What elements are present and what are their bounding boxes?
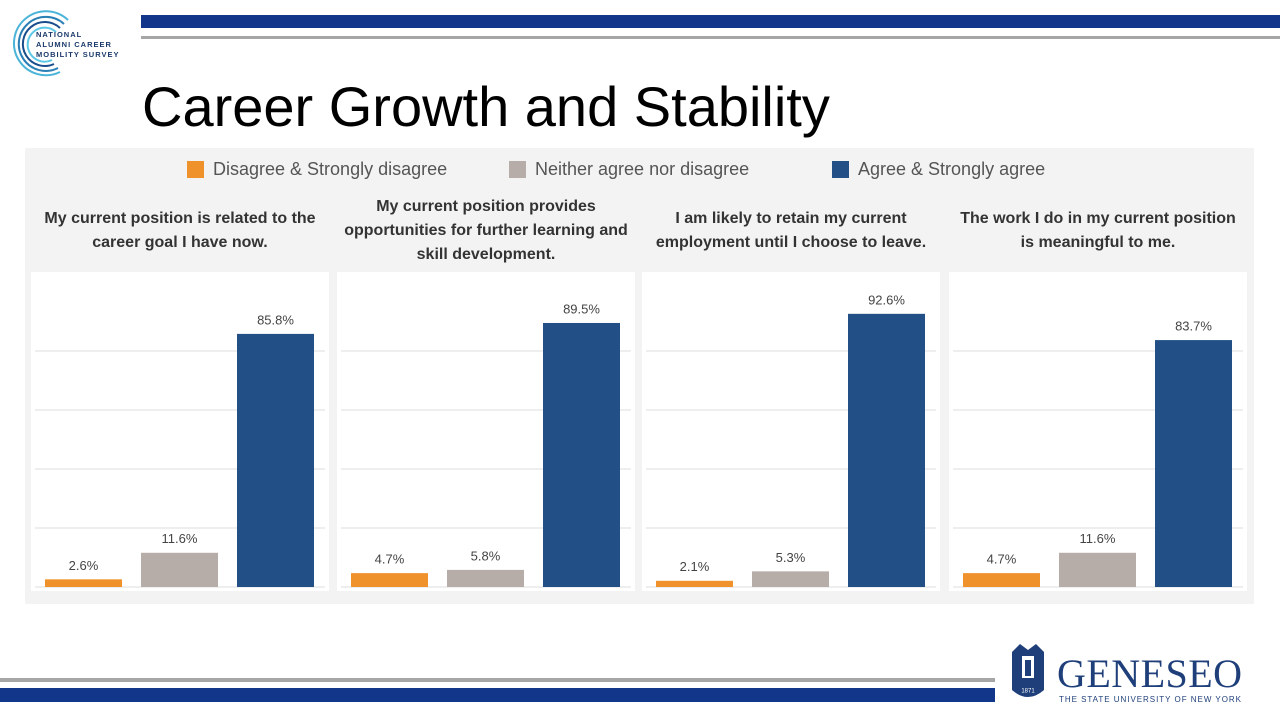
value-label: 2.6% xyxy=(69,558,99,573)
footer-bar xyxy=(0,688,995,702)
legend-swatch xyxy=(187,161,204,178)
chart-title: My current position provides opportuniti… xyxy=(344,198,628,263)
logo-rings xyxy=(12,10,69,77)
value-label: 83.7% xyxy=(1175,319,1212,334)
bar xyxy=(45,579,122,587)
value-label: 4.7% xyxy=(375,552,405,567)
value-label: 11.6% xyxy=(1080,531,1116,546)
bar xyxy=(237,333,314,587)
logo-text: ALUMNI CAREER xyxy=(36,40,112,49)
bar xyxy=(447,569,524,587)
value-label: 85.8% xyxy=(257,312,294,327)
bar xyxy=(656,580,733,587)
bar xyxy=(752,571,829,587)
value-label: 5.8% xyxy=(471,548,501,563)
geneseo-emblem xyxy=(1012,644,1044,697)
value-label: 92.6% xyxy=(868,292,905,307)
legend-swatch xyxy=(509,161,526,178)
bar xyxy=(1059,552,1136,587)
bar xyxy=(543,322,620,587)
legend-label: Disagree & Strongly disagree xyxy=(213,159,447,179)
slide-title: Career Growth and Stability xyxy=(142,75,830,138)
logo-year: 1871 xyxy=(1021,689,1035,695)
chart-title: The work I do in my current position is … xyxy=(960,210,1236,251)
value-label: 11.6% xyxy=(162,531,198,546)
header-line xyxy=(141,36,1280,39)
header-bar xyxy=(141,15,1280,28)
bar xyxy=(1155,340,1232,587)
value-label: 2.1% xyxy=(680,559,710,574)
value-label: 4.7% xyxy=(987,552,1017,567)
value-label: 89.5% xyxy=(563,301,600,316)
bar xyxy=(848,313,925,587)
legend-label: Neither agree nor disagree xyxy=(535,159,749,179)
logo-text: NATIONAL xyxy=(36,30,82,39)
footer-line xyxy=(0,678,995,682)
legend-label: Agree & Strongly agree xyxy=(858,159,1045,179)
chart-title: I am likely to retain my current employm… xyxy=(655,210,927,251)
logo-name: GENESEO xyxy=(1057,651,1242,696)
logo-subtitle: THE STATE UNIVERSITY OF NEW YORK xyxy=(1059,695,1242,704)
bar xyxy=(963,573,1040,587)
bar xyxy=(351,573,428,587)
logo-text: MOBILITY SURVEY xyxy=(36,50,120,59)
chart-title: My current position is related to the ca… xyxy=(44,210,316,251)
bar xyxy=(141,552,218,587)
value-label: 5.3% xyxy=(776,550,806,565)
legend-swatch xyxy=(832,161,849,178)
